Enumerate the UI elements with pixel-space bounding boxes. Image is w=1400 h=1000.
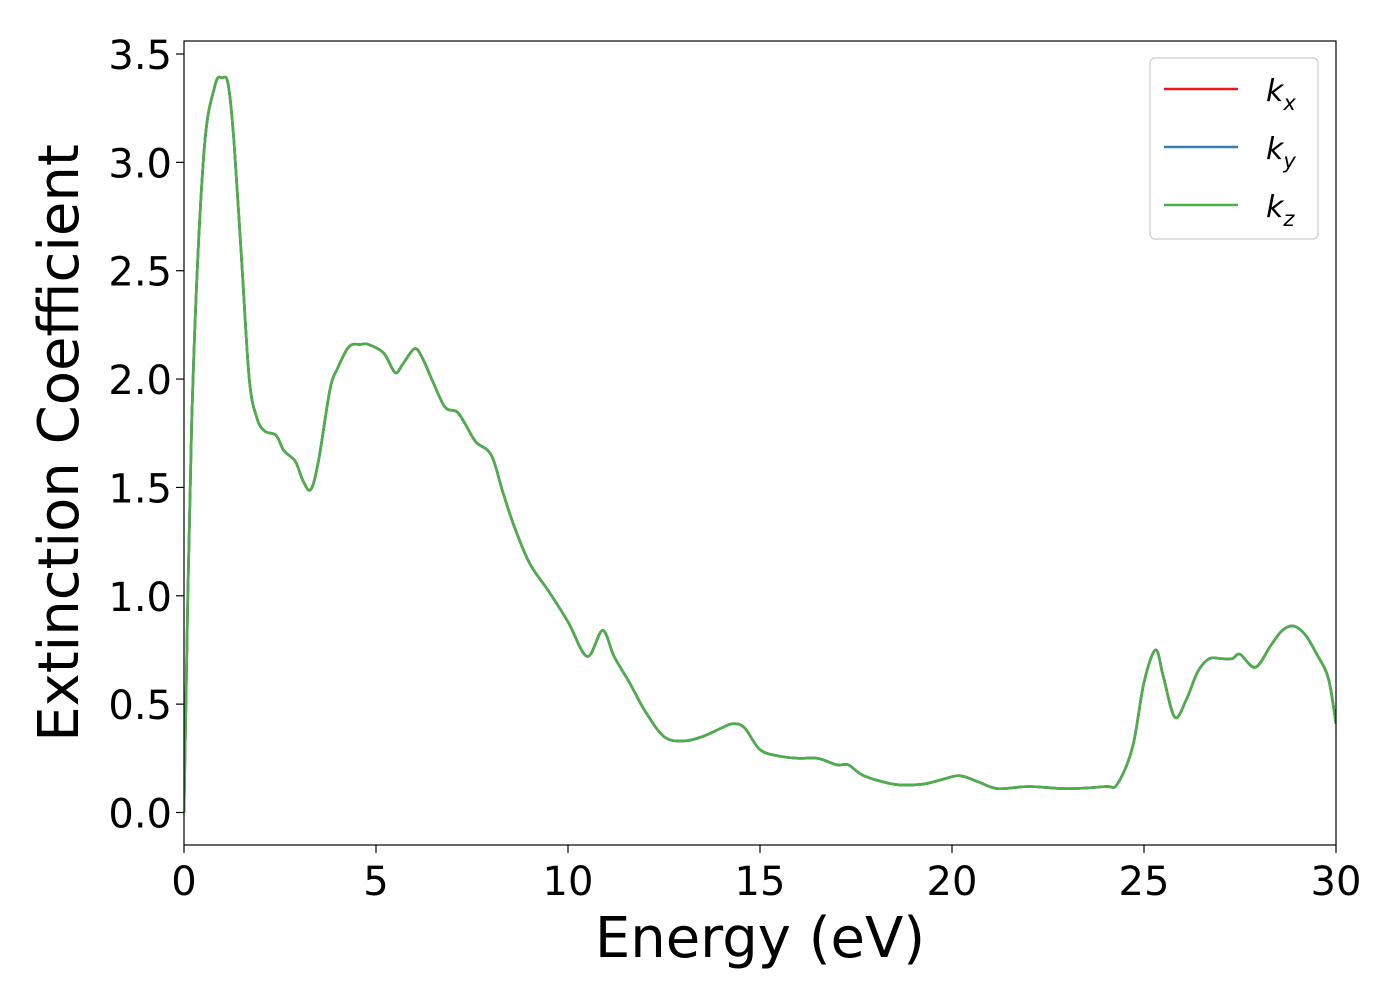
legend-label-ky: ky [1266,132,1296,173]
x-axis: 0 5 10 15 20 25 30 [171,845,1361,905]
y-axis-title: Extinction Coefficient [27,144,92,742]
y-tick-label: 0.5 [108,683,172,729]
x-tick-label: 5 [363,859,388,905]
y-axis: 0.0 0.5 1.0 1.5 2.0 2.5 3.0 3.5 [108,33,184,837]
legend-label-kz: kz [1266,190,1295,231]
x-axis-title: Energy (eV) [595,906,925,971]
y-tick-label: 0.0 [108,791,172,837]
legend-label-kx: kx [1266,74,1296,115]
y-tick-label: 1.0 [108,575,172,621]
y-tick-label: 3.5 [108,33,172,79]
y-tick-label: 2.0 [108,358,172,404]
y-tick-label: 2.5 [108,250,172,296]
x-tick-label: 25 [1119,859,1170,905]
series-line-kz [184,75,1336,813]
x-tick-label: 15 [735,859,786,905]
legend-box [1149,57,1319,240]
x-tick-label: 10 [543,859,594,905]
series-layer [184,75,1336,813]
x-tick-label: 30 [1311,859,1362,905]
x-tick-label: 0 [171,859,196,905]
legend: kx ky kz [1149,57,1319,240]
y-tick-label: 3.0 [108,141,172,187]
y-tick-label: 1.5 [108,466,172,512]
x-tick-label: 20 [927,859,978,905]
